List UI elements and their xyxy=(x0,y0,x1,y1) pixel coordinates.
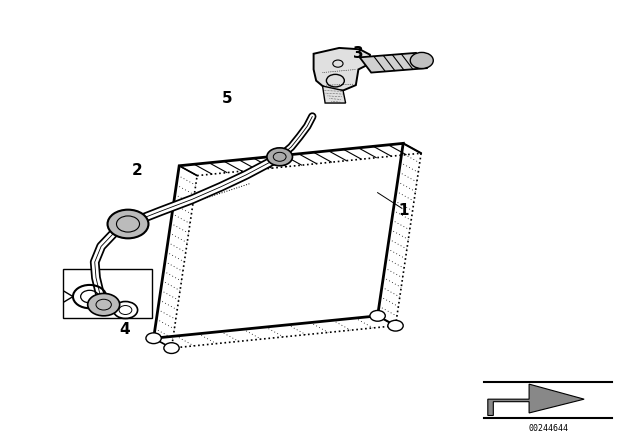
Circle shape xyxy=(88,293,120,316)
Text: 00244644: 00244644 xyxy=(529,423,568,432)
Text: 2: 2 xyxy=(132,163,143,178)
Circle shape xyxy=(267,148,292,166)
Text: 1: 1 xyxy=(398,203,408,218)
Text: 4: 4 xyxy=(120,322,130,337)
Text: 5: 5 xyxy=(222,91,232,106)
Circle shape xyxy=(370,310,385,321)
Bar xyxy=(63,269,152,318)
Circle shape xyxy=(388,320,403,331)
Circle shape xyxy=(164,343,179,353)
Polygon shape xyxy=(360,53,428,73)
Polygon shape xyxy=(488,384,584,415)
Polygon shape xyxy=(323,86,346,103)
Circle shape xyxy=(146,333,161,344)
Text: 3: 3 xyxy=(353,46,364,61)
Circle shape xyxy=(108,210,148,238)
Circle shape xyxy=(410,52,433,69)
Polygon shape xyxy=(314,48,370,90)
